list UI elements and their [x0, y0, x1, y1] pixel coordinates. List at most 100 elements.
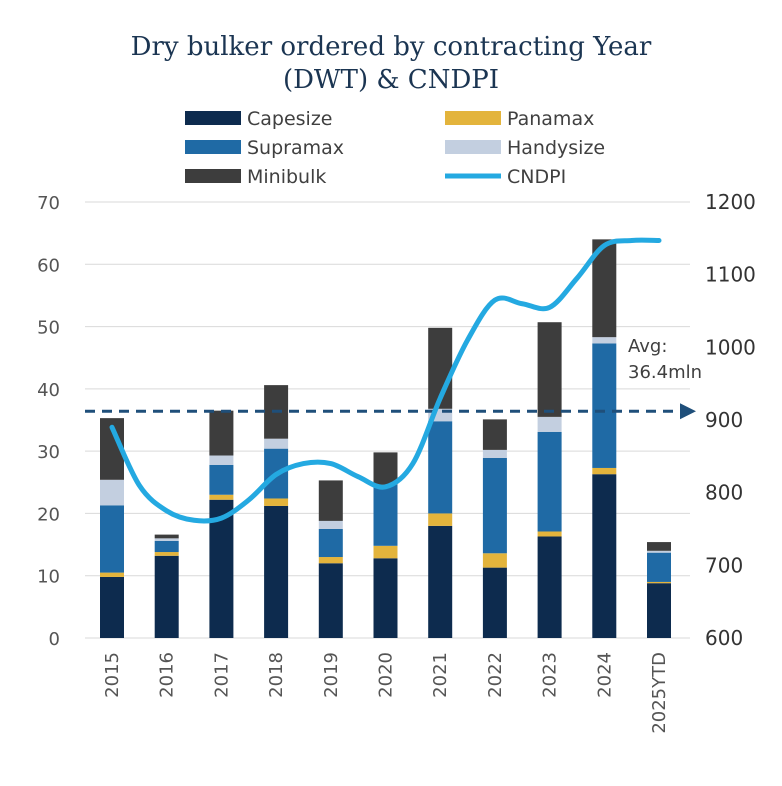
y2-tick-label-1200: 1200 — [705, 190, 756, 214]
bar-panamax-2025ytd — [647, 581, 671, 584]
y-tick-label-40: 40 — [37, 380, 60, 401]
bar-panamax-2017 — [209, 494, 234, 500]
x-tick-label-2017: 2017 — [211, 652, 232, 698]
bar-supramax-2022 — [482, 457, 507, 554]
bar-capesize-2019 — [318, 563, 343, 638]
bar-capesize-2022 — [482, 567, 507, 638]
bar-handysize-2019 — [318, 520, 343, 529]
bar-panamax-2021 — [428, 513, 453, 526]
legend-swatch-minibulk — [185, 169, 241, 183]
x-tick-label-2022: 2022 — [485, 652, 506, 698]
x-tick-label-2015: 2015 — [102, 652, 123, 698]
y2-tick-label-700: 700 — [705, 553, 743, 577]
bar-supramax-2019 — [318, 529, 343, 558]
x-tick-label-2016: 2016 — [157, 652, 178, 698]
y-tick-label-0: 0 — [49, 629, 60, 650]
chart-title: Dry bulker ordered by contracting Year (… — [131, 32, 652, 95]
bar-minibulk-2017 — [209, 410, 234, 456]
bar-supramax-2015 — [100, 505, 124, 573]
gridlines — [85, 201, 690, 639]
y2-tick-label-600: 600 — [705, 626, 743, 650]
bar-handysize-2024 — [592, 337, 617, 344]
bar-handysize-2017 — [209, 455, 234, 465]
bar-supramax-2020 — [373, 484, 398, 546]
x-tick-label-2019: 2019 — [321, 652, 342, 698]
bar-capesize-2016 — [154, 555, 179, 638]
legend-swatch-supramax — [185, 140, 241, 154]
bar-handysize-2022 — [482, 449, 507, 458]
x-tick-label-2024: 2024 — [594, 652, 615, 698]
bar-panamax-2015 — [100, 572, 124, 577]
bar-minibulk-2019 — [318, 480, 343, 521]
legend-swatch-handysize — [445, 140, 501, 154]
bar-supramax-2021 — [428, 421, 453, 514]
bar-handysize-2025ytd — [647, 550, 671, 553]
bar-minibulk-2022 — [482, 419, 507, 450]
bar-capesize-2017 — [209, 499, 234, 638]
bar-supramax-2017 — [209, 464, 234, 495]
bar-panamax-2019 — [318, 557, 343, 564]
x-tick-label-2021: 2021 — [430, 652, 451, 698]
bar-capesize-2018 — [264, 505, 289, 638]
y2-tick-label-900: 900 — [705, 408, 743, 432]
x-tick-label-2020: 2020 — [376, 652, 397, 698]
bar-supramax-2025ytd — [647, 552, 671, 582]
bar-handysize-2015 — [100, 479, 124, 506]
y-tick-label-10: 10 — [37, 567, 60, 588]
axes: 0 10 20 30 40 50 60 70 600 700 800 900 1000 1100 1200 2… — [37, 190, 756, 734]
legend: Capesize Panamax Supramax Handysize Minibulk… — [185, 108, 605, 188]
y-tick-label-20: 20 — [37, 504, 60, 525]
y-tick-label-50: 50 — [37, 318, 60, 339]
legend-label-minibulk: Minibulk — [247, 166, 326, 188]
bar-supramax-2024 — [592, 343, 617, 468]
legend-label-capesize: Capesize — [247, 108, 333, 130]
x-tick-label-2023: 2023 — [540, 652, 561, 698]
y2-tick-label-1000: 1000 — [705, 335, 756, 359]
average-label-line-1: Avg: — [628, 336, 667, 357]
bar-panamax-2022 — [482, 553, 507, 568]
x-tick-label-2018: 2018 — [266, 652, 287, 698]
average-label-line-2: 36.4mln — [628, 362, 702, 383]
average-arrow — [680, 403, 696, 420]
bars — [100, 239, 671, 638]
y-tick-label-30: 30 — [37, 442, 60, 463]
bar-panamax-2016 — [154, 552, 179, 556]
legend-label-cndpi: CNDPI — [507, 166, 566, 188]
bar-handysize-2016 — [154, 538, 179, 541]
cndpi-line-group — [109, 237, 662, 524]
bar-supramax-2023 — [537, 431, 562, 532]
bar-handysize-2023 — [537, 416, 562, 432]
y2-tick-label-800: 800 — [705, 481, 743, 505]
bar-capesize-2020 — [373, 558, 398, 638]
chart-title-line-2: (DWT) & CNDPI — [283, 65, 499, 95]
cndpi-line — [109, 237, 662, 524]
bar-minibulk-2025ytd — [647, 542, 671, 551]
bar-panamax-2024 — [592, 467, 617, 475]
bar-capesize-2023 — [537, 536, 562, 638]
bar-panamax-2018 — [264, 498, 289, 506]
average-line-group: Avg: 36.4mln — [85, 336, 702, 420]
legend-label-supramax: Supramax — [247, 137, 344, 159]
legend-label-handysize: Handysize — [507, 137, 605, 159]
legend-label-panamax: Panamax — [507, 108, 594, 130]
legend-swatch-panamax — [445, 111, 501, 125]
bar-capesize-2025ytd — [647, 583, 671, 638]
y2-tick-label-1100: 1100 — [705, 263, 756, 287]
y-tick-label-60: 60 — [37, 255, 60, 276]
bar-minibulk-2023 — [537, 322, 562, 417]
bar-capesize-2021 — [428, 525, 453, 638]
legend-swatch-capesize — [185, 111, 241, 125]
bar-panamax-2023 — [537, 531, 562, 537]
bar-handysize-2018 — [264, 438, 289, 449]
bar-panamax-2020 — [373, 545, 398, 559]
bar-minibulk-2016 — [154, 534, 179, 539]
bar-supramax-2016 — [154, 540, 179, 553]
chart-title-line-1: Dry bulker ordered by contracting Year — [131, 32, 652, 62]
bar-capesize-2024 — [592, 474, 617, 638]
x-tick-label-2025ytd: 2025YTD — [649, 652, 670, 734]
bar-minibulk-2020 — [373, 452, 398, 485]
bar-capesize-2015 — [100, 576, 124, 638]
y-tick-label-70: 70 — [37, 193, 60, 214]
